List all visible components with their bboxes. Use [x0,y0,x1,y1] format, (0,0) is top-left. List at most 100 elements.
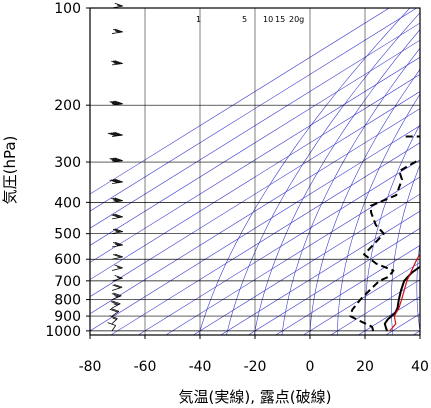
wind-barb-flag [116,4,122,7]
isotherm-line [193,193,420,335]
wind-barb-flag [112,100,122,105]
wind-barb-flag [107,132,116,137]
wind-barb-flag [110,301,120,305]
wind-barb-flag [111,132,120,136]
wind-barb-flag [114,178,123,183]
wind-barb-flag [111,157,120,162]
wind-barb-flag [109,101,118,105]
wind-barb-flag [114,284,123,288]
isotherm-line [90,91,420,298]
wind-barb-flag [112,317,117,320]
wind-barb-flag [114,100,123,105]
isotherm-line [110,142,420,335]
wind-barb-flag [109,158,118,162]
y-tick-label: 1000 [45,324,81,340]
wind-barb-flag [107,322,116,326]
wind-barb-flag [112,228,122,233]
wind-barb-flag [114,228,123,233]
isotherm-line [275,245,420,335]
dry-adiabat-line [198,8,411,335]
wind-barb-staff [111,267,123,271]
wind-barb-flag [112,254,122,258]
wind-barb-flag [113,303,118,306]
mixing-ratio-label: 15 [275,15,285,24]
wind-barb-flag [114,295,119,298]
x-tick-label: 0 [306,359,315,375]
dry-adiabat-line [416,241,420,333]
wind-barb-flag [113,62,118,65]
parcel-profile-line [389,253,420,332]
wind-barb-flag [114,157,123,162]
wind-barb-flag [114,131,123,136]
isotherm-line [138,159,420,335]
wind-barb-flag [109,308,118,313]
dry-adiabat-line [309,68,420,335]
wind-barb-flag [114,264,123,269]
wind-barb-flag [112,300,121,305]
isotherm-line [303,262,420,335]
isotherm-line [413,330,420,335]
y-tick-label: 800 [54,293,81,309]
y-tick-label: 200 [54,98,81,114]
wind-barb-flag [113,292,122,297]
y-tick-label: 900 [54,309,81,325]
wind-barb-flag [114,60,123,64]
wind-barb-flag [112,197,122,202]
wind-barb-flag [112,214,122,218]
y-axis-title: 気圧(hPa) [1,136,19,205]
wind-barb-flag [111,179,120,183]
x-axis-title: 気温(実線), 露点(破線) [179,388,332,406]
wind-barb-flag [116,276,122,280]
wind-barb-flag [116,266,122,269]
wind-barb-flag [112,179,122,183]
wind-barb-flag [112,60,122,65]
wind-barb-flag [114,253,123,258]
wind-barb-flag [113,199,118,202]
wind-barb-flag [111,102,116,106]
mixing-ratio-label: 5 [242,15,247,24]
isotherm-line [90,22,420,229]
mixing-ratio-label: 10 [263,15,273,24]
wind-barb-flag [112,284,121,289]
wind-barb-flag [111,159,116,162]
wind-barb-flag [114,275,123,279]
mixing-ratio-label: 1 [196,15,201,24]
wind-barb-flag [110,308,120,312]
isotherm-line [90,8,390,195]
wind-barb-flag [114,28,123,33]
wind-barb-staff [111,318,118,324]
dry-adiabat-line [337,93,420,335]
wind-barb-flag [111,214,120,218]
isotherm-line [90,8,417,212]
dry-adiabat-line [391,164,420,335]
dry-adiabat-line [281,47,420,335]
y-tick-label: 700 [54,274,81,290]
temperature-profile-line [383,265,420,332]
wind-barb-flag [115,230,120,233]
wind-barb-flag [109,315,118,319]
wind-barb-flag [115,243,120,247]
y-tick-label: 600 [54,252,81,268]
x-tick-label: 20 [356,359,374,375]
wind-barb-staff [111,277,123,282]
profiles [349,135,420,332]
x-tick-label: -80 [79,359,102,375]
y-tick-label: 500 [54,227,81,243]
wind-barb-flag [112,242,122,246]
x-tick-label: -40 [189,359,212,375]
isotherm-line [90,56,420,263]
wind-barb-flag [111,60,120,65]
x-tick-label: 40 [411,359,429,375]
wind-barbs [107,2,123,332]
wind-barb-flag [112,157,122,162]
wind-barb-staff [111,325,117,332]
mixing-ratio-label: 20g [289,15,304,24]
dewpoint-profile-line [349,135,420,332]
isotherm-line [248,227,420,335]
pressure-grid [89,7,421,335]
wind-barb-flag [109,179,118,184]
wind-barb-flag [111,293,120,297]
wind-barb-flag [112,28,122,33]
wind-barb-flag [114,197,123,202]
